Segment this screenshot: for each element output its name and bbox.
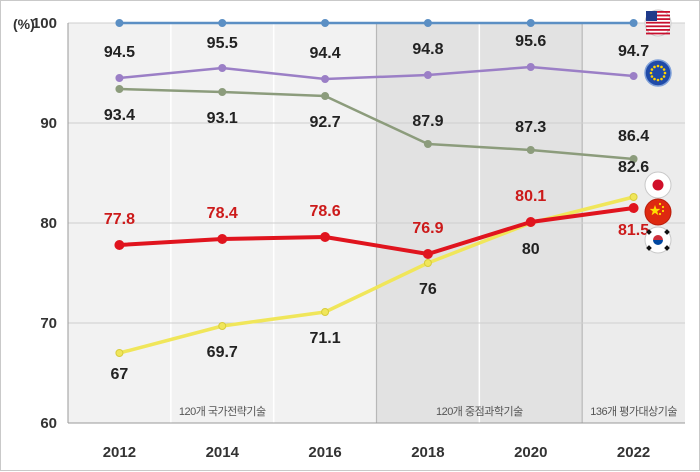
- data-label-china: 80: [522, 241, 540, 258]
- data-point-usa: [115, 19, 124, 27]
- data-label-usa: 100: [106, 1, 133, 5]
- usa-flag-icon: [644, 9, 672, 37]
- data-label-usa: 100: [209, 1, 236, 5]
- data-point-eu: [629, 72, 638, 80]
- data-label-korea: 76.9: [412, 220, 443, 237]
- y-tick-label: 80: [40, 215, 57, 232]
- data-label-korea: 77.8: [104, 211, 135, 228]
- x-tick-label: 2018: [411, 444, 444, 461]
- data-label-eu: 94.8: [412, 41, 443, 58]
- data-point-japan: [423, 140, 432, 148]
- data-point-china: [423, 259, 432, 267]
- data-label-eu: 95.6: [515, 33, 546, 50]
- data-point-korea: [320, 232, 331, 242]
- data-point-china: [115, 349, 124, 357]
- china-flag-icon: [644, 198, 672, 226]
- x-tick-label: 2020: [514, 444, 547, 461]
- section-note: 120개 국가전략기술: [179, 405, 266, 418]
- data-point-korea: [628, 203, 639, 213]
- data-label-korea: 80.1: [515, 188, 546, 205]
- eu-flag-icon: [644, 59, 672, 87]
- data-label-japan: 93.4: [104, 107, 135, 124]
- data-label-korea: 78.6: [310, 203, 341, 220]
- data-point-korea: [217, 234, 228, 244]
- y-axis-label: (%): [13, 16, 35, 32]
- data-label-china: 76: [419, 281, 437, 298]
- data-point-japan: [115, 85, 124, 93]
- data-label-korea: 78.4: [207, 205, 238, 222]
- data-label-japan: 86.4: [618, 128, 649, 145]
- series-line-korea: [119, 206, 634, 256]
- data-label-usa: 100: [312, 1, 339, 5]
- data-point-korea: [422, 249, 433, 259]
- data-point-eu: [115, 74, 124, 82]
- data-label-usa: 100: [517, 1, 544, 5]
- data-label-china: 82.6: [618, 159, 649, 176]
- data-point-japan: [526, 146, 535, 154]
- data-label-china: 67: [111, 366, 129, 383]
- korea-flag-icon: [644, 226, 672, 254]
- data-point-usa: [218, 19, 227, 27]
- data-label-eu: 94.7: [618, 43, 649, 60]
- data-point-japan: [321, 92, 330, 100]
- y-tick-label: 100: [32, 15, 57, 32]
- data-label-china: 71.1: [310, 330, 341, 347]
- data-point-eu: [423, 71, 432, 79]
- y-tick-label: 90: [40, 115, 57, 132]
- data-label-japan: 87.3: [515, 119, 546, 136]
- data-point-japan: [629, 155, 638, 163]
- data-point-china: [629, 193, 638, 201]
- data-point-usa: [321, 19, 330, 27]
- data-point-china: [321, 308, 330, 316]
- x-tick-label: 2022: [617, 444, 650, 461]
- data-point-japan: [218, 88, 227, 96]
- data-label-eu: 95.5: [207, 35, 238, 52]
- data-point-korea: [525, 217, 536, 227]
- series-line-japan: [119, 87, 634, 161]
- data-point-eu: [321, 75, 330, 83]
- data-point-usa: [526, 19, 535, 27]
- y-tick-label: 60: [40, 415, 57, 432]
- data-label-usa: 100: [415, 1, 442, 5]
- x-tick-label: 2016: [308, 444, 341, 461]
- data-label-japan: 87.9: [412, 113, 443, 130]
- data-point-korea: [114, 240, 125, 250]
- data-point-china: [218, 322, 227, 330]
- data-point-eu: [526, 63, 535, 71]
- y-tick-label: 70: [40, 315, 57, 332]
- data-point-usa: [423, 19, 432, 27]
- data-point-usa: [629, 19, 638, 27]
- section-note: 120개 중점과학기술: [436, 405, 523, 418]
- section-note: 136개 평가대상기술: [590, 405, 677, 418]
- series-line-eu: [119, 65, 634, 81]
- data-point-eu: [218, 64, 227, 72]
- data-label-japan: 93.1: [207, 110, 238, 127]
- x-tick-label: 2012: [103, 444, 136, 461]
- data-label-eu: 94.4: [310, 45, 341, 62]
- x-tick-label: 2014: [206, 444, 240, 461]
- data-label-japan: 92.7: [310, 114, 341, 131]
- data-label-eu: 94.5: [104, 44, 135, 61]
- data-label-korea: 81.5: [618, 222, 649, 239]
- japan-flag-icon: [644, 171, 672, 199]
- data-label-china: 69.7: [207, 344, 238, 361]
